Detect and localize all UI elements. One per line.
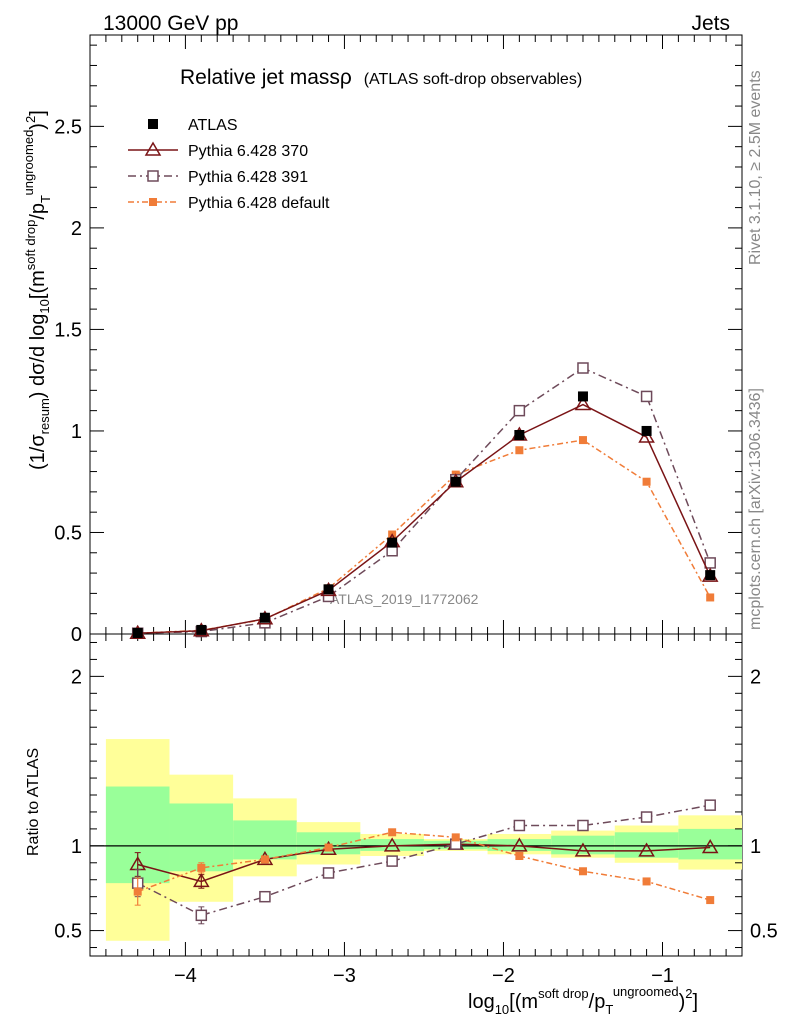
ratio-point-p370	[638, 842, 655, 857]
rivet-label: Rivet 3.1.10, ≥ 2.5M events	[747, 70, 764, 265]
main-line-p370	[137, 403, 711, 634]
legend-marker-p370	[144, 141, 162, 156]
band-stat-9	[678, 828, 742, 860]
ratio-y-tick-label: 1	[71, 836, 82, 858]
main-point-atlas	[577, 391, 588, 402]
ratio-point-pdefault	[260, 855, 269, 864]
ratio-point-p370	[701, 839, 719, 854]
ratio-point-p370	[383, 837, 401, 852]
main-point-p370	[574, 396, 592, 411]
ratio-y-tick-label-right: 1	[750, 836, 761, 858]
ratio-y-tick-label-right: 2	[750, 666, 761, 688]
band-stat-6	[487, 839, 552, 851]
legend-label-pdefault: Pythia 6.428 default	[188, 195, 330, 212]
legend-label-atlas: ATLAS	[188, 117, 238, 134]
ratio-point-p391	[577, 819, 589, 832]
header-right: Jets	[691, 12, 730, 35]
main-point-p391	[640, 390, 653, 403]
main-point-atlas	[132, 627, 143, 638]
main-point-pdefault	[706, 593, 715, 602]
main-point-p391	[513, 404, 526, 417]
data-series	[129, 362, 719, 925]
main-point-atlas	[705, 570, 716, 581]
plot-title-main: Relative jet massρ	[180, 66, 352, 89]
ratio-point-p370	[193, 872, 210, 888]
ratio-point-pdefault	[578, 867, 587, 876]
ratio-point-p391	[195, 909, 208, 922]
ratio-point-pdefault	[642, 877, 651, 886]
main-point-p370	[638, 428, 655, 443]
legend-marker-atlas	[148, 119, 158, 129]
ratio-uncertainty-bands	[105, 739, 742, 941]
x-tick-label: −3	[333, 965, 356, 987]
legend: ATLAS Pythia 6.428 370 Pythia 6.428 391 Pyt…	[128, 117, 330, 212]
ratio-point-pdefault	[515, 852, 524, 861]
ratio-point-pdefault	[133, 887, 142, 896]
legend-marker-p391	[147, 170, 159, 182]
ratio-y-tick-label: 2	[71, 666, 82, 688]
main-point-atlas	[387, 537, 398, 548]
main-point-atlas	[259, 612, 270, 623]
main-point-pdefault	[515, 446, 524, 455]
main-point-pdefault	[578, 436, 587, 445]
main-y-tick-label: 1	[71, 421, 82, 443]
main-point-atlas	[323, 584, 334, 595]
ratio-point-pdefault	[324, 843, 333, 852]
plot-title: Relative jet massρ (ATLAS soft-drop obse…	[180, 66, 582, 89]
ratio-line-p370	[137, 843, 711, 883]
main-line-pdefault	[137, 439, 711, 634]
ratio-point-p370	[511, 837, 528, 852]
legend-label-p391: Pythia 6.428 391	[188, 169, 308, 186]
main-y-tick-label: 0.5	[54, 522, 82, 544]
ratio-point-p370	[574, 842, 592, 857]
xlabel: log10[(msoft drop/pTungroomed)2]	[468, 984, 698, 1017]
analysis-id: ATLAS_2019_I1772062	[330, 591, 479, 607]
ratio-point-pdefault	[388, 828, 397, 837]
ratio-point-p391	[386, 855, 398, 867]
x-tick-label: −4	[174, 965, 197, 987]
main-point-atlas	[514, 430, 525, 441]
main-point-p391	[704, 557, 716, 569]
main-y-tick-label: 1.5	[54, 319, 82, 341]
ratio-point-pdefault	[451, 833, 460, 842]
ratio-point-p391	[259, 890, 271, 903]
main-point-atlas	[450, 476, 461, 487]
ratio-ylabel: Ratio to ATLAS	[25, 748, 42, 856]
band-stat-1	[169, 803, 234, 872]
ratio-point-p391	[704, 799, 716, 811]
main-point-p391	[577, 362, 589, 374]
legend-marker-pdefault	[149, 198, 157, 206]
axis-ticks: −4 −3 −2 −1 0 0.5 1 1.5 2 2.5 0.5 0.5 1 1 2 2	[54, 35, 778, 987]
x-tick-label: −1	[651, 965, 674, 987]
plot-subtitle: (ATLAS soft-drop observables)	[364, 71, 582, 88]
main-point-atlas	[196, 624, 207, 635]
ratio-point-pdefault	[706, 896, 715, 905]
mcplots-label: mcplots.cern.ch [arXiv:1306.3436]	[747, 388, 764, 630]
main-ylabel: (1/σresum) dσ/d log10[(msoft drop/pTungr…	[21, 110, 53, 470]
ratio-line-pdefault	[137, 831, 711, 901]
ratio-point-p391	[640, 811, 653, 823]
main-y-tick-label: 2	[71, 218, 82, 240]
ratio-point-p391	[322, 867, 335, 879]
main-y-tick-label: 2.5	[54, 116, 82, 138]
ratio-y-tick-label-right: 0.5	[750, 921, 778, 943]
main-point-atlas	[641, 425, 652, 436]
ratio-y-tick-label: 0.5	[54, 921, 82, 943]
ratio-point-pdefault	[197, 863, 206, 872]
header-left: 13000 GeV pp	[103, 12, 238, 35]
band-stat-4	[360, 839, 424, 851]
ratio-point-p391	[513, 819, 526, 832]
main-point-pdefault	[642, 477, 651, 486]
main-line-p391	[137, 367, 711, 634]
legend-label-p370: Pythia 6.428 370	[188, 143, 308, 160]
main-y-tick-label: 0	[71, 624, 82, 646]
x-tick-label: −2	[492, 965, 515, 987]
